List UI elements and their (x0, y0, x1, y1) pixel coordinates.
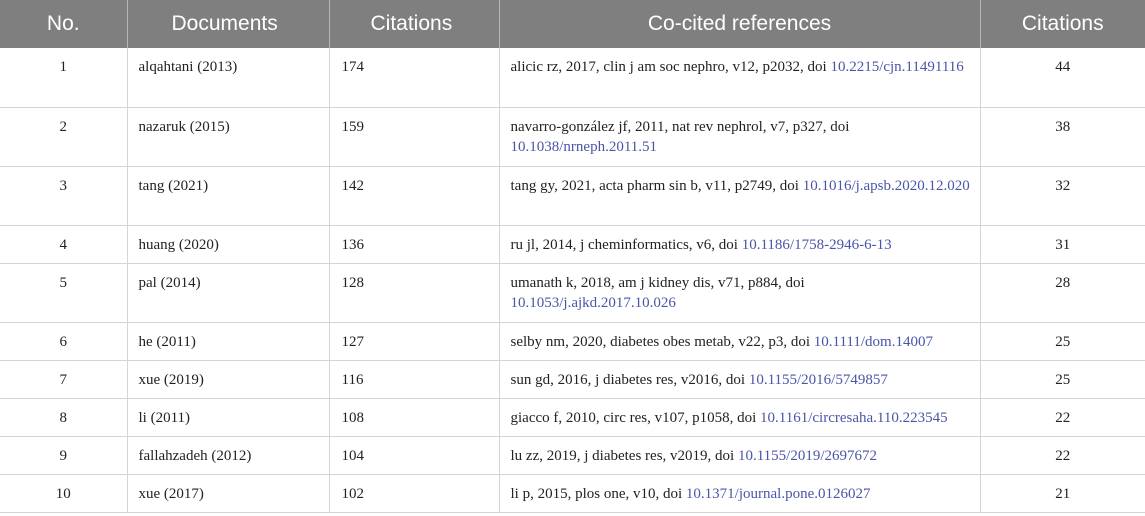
table-row: 9 fallahzadeh (2012) 104 lu zz, 2019, j … (0, 436, 1145, 475)
table-row: 5 pal (2014) 128 umanath k, 2018, am j k… (0, 263, 1145, 323)
doi-link[interactable]: 10.1016/j.apsb.2020.12.020 (802, 177, 970, 194)
row-reference-citations: 25 (979, 360, 1145, 399)
row-reference-citations: 25 (979, 322, 1145, 361)
row-number: 8 (0, 398, 127, 437)
row-document: pal (2014) (126, 263, 329, 323)
doi-link[interactable]: 10.1155/2019/2697672 (737, 447, 877, 464)
row-citations: 159 (328, 107, 499, 167)
row-citations: 104 (328, 436, 499, 475)
reference-text: ru jl, 2014, j cheminformatics, v6, doi (510, 236, 742, 253)
row-citations: 128 (328, 263, 499, 323)
row-co-cited-reference: tang gy, 2021, acta pharm sin b, v11, p2… (498, 166, 980, 226)
row-document: xue (2019) (126, 360, 329, 399)
row-number: 2 (0, 107, 127, 167)
row-citations: 116 (328, 360, 499, 399)
reference-text: navarro-gonzález jf, 2011, nat rev nephr… (510, 118, 850, 135)
row-number: 5 (0, 263, 127, 323)
row-citations: 108 (328, 398, 499, 437)
row-number: 7 (0, 360, 127, 399)
doi-link[interactable]: 10.1038/nrneph.2011.51 (510, 138, 658, 155)
table-row: 10 xue (2017) 102 li p, 2015, plos one, … (0, 474, 1145, 513)
reference-text: tang gy, 2021, acta pharm sin b, v11, p2… (510, 177, 803, 194)
row-co-cited-reference: sun gd, 2016, j diabetes res, v2016, doi… (498, 360, 980, 399)
reference-text: lu zz, 2019, j diabetes res, v2019, doi (510, 447, 738, 464)
table-row: 1 alqahtani (2013) 174 alicic rz, 2017, … (0, 48, 1145, 108)
reference-text: li p, 2015, plos one, v10, doi (510, 485, 686, 502)
row-reference-citations: 28 (979, 263, 1145, 323)
table-header: No. Documents Citations Co-cited referen… (0, 0, 1145, 48)
row-document: tang (2021) (126, 166, 329, 226)
row-document: alqahtani (2013) (126, 48, 329, 108)
row-citations: 127 (328, 322, 499, 361)
row-co-cited-reference: li p, 2015, plos one, v10, doi 10.1371/j… (498, 474, 980, 513)
row-citations: 142 (328, 166, 499, 226)
row-number: 1 (0, 48, 127, 108)
row-reference-citations: 32 (979, 166, 1145, 226)
row-citations: 136 (328, 225, 499, 264)
row-reference-citations: 22 (979, 436, 1145, 475)
header-reference-citations: Citations (979, 0, 1145, 48)
row-number: 3 (0, 166, 127, 226)
header-co-cited-references: Co-cited references (498, 0, 980, 48)
row-co-cited-reference: umanath k, 2018, am j kidney dis, v71, p… (498, 263, 980, 323)
row-number: 9 (0, 436, 127, 475)
row-document: xue (2017) (126, 474, 329, 513)
row-document: li (2011) (126, 398, 329, 437)
reference-text: sun gd, 2016, j diabetes res, v2016, doi (510, 371, 749, 388)
table-body: 1 alqahtani (2013) 174 alicic rz, 2017, … (0, 48, 1145, 513)
row-number: 6 (0, 322, 127, 361)
header-no: No. (0, 0, 127, 48)
doi-link[interactable]: 10.1161/circresaha.110.223545 (760, 409, 948, 426)
row-reference-citations: 31 (979, 225, 1145, 264)
row-number: 4 (0, 225, 127, 264)
row-document: nazaruk (2015) (126, 107, 329, 167)
row-number: 10 (0, 474, 127, 513)
table-row: 4 huang (2020) 136 ru jl, 2014, j chemin… (0, 225, 1145, 264)
doi-link[interactable]: 10.2215/cjn.11491116 (830, 59, 964, 75)
row-citations: 174 (328, 48, 499, 108)
row-document: huang (2020) (126, 225, 329, 264)
header-row: No. Documents Citations Co-cited referen… (0, 0, 1145, 48)
row-co-cited-reference: navarro-gonzález jf, 2011, nat rev nephr… (498, 107, 980, 167)
row-co-cited-reference: selby nm, 2020, diabetes obes metab, v22… (498, 322, 980, 361)
row-co-cited-reference: lu zz, 2019, j diabetes res, v2019, doi … (498, 436, 980, 475)
row-citations: 102 (328, 474, 499, 513)
doi-link[interactable]: 10.1111/dom.14007 (813, 333, 933, 350)
row-reference-citations: 21 (979, 474, 1145, 513)
table-row: 7 xue (2019) 116 sun gd, 2016, j diabete… (0, 360, 1145, 399)
table-row: 6 he (2011) 127 selby nm, 2020, diabetes… (0, 322, 1145, 361)
reference-text: giacco f, 2010, circ res, v107, p1058, d… (510, 409, 761, 426)
table-row: 3 tang (2021) 142 tang gy, 2021, acta ph… (0, 166, 1145, 226)
doi-link[interactable]: 10.1186/1758-2946-6-13 (741, 236, 892, 253)
row-reference-citations: 44 (979, 48, 1145, 108)
doi-link[interactable]: 10.1371/journal.pone.0126027 (685, 485, 871, 502)
row-reference-citations: 38 (979, 107, 1145, 167)
row-co-cited-reference: ru jl, 2014, j cheminformatics, v6, doi … (498, 225, 980, 264)
row-document: fallahzadeh (2012) (126, 436, 329, 475)
reference-text: umanath k, 2018, am j kidney dis, v71, p… (510, 274, 805, 291)
header-citations: Citations (328, 0, 499, 48)
reference-text: selby nm, 2020, diabetes obes metab, v22… (510, 333, 814, 350)
row-co-cited-reference: giacco f, 2010, circ res, v107, p1058, d… (498, 398, 980, 437)
row-co-cited-reference: alicic rz, 2017, clin j am soc nephro, v… (498, 48, 980, 108)
header-documents: Documents (126, 0, 329, 48)
doi-link[interactable]: 10.1155/2016/5749857 (748, 371, 888, 388)
table-row: 8 li (2011) 108 giacco f, 2010, circ res… (0, 398, 1145, 437)
table-row: 2 nazaruk (2015) 159 navarro-gonzález jf… (0, 107, 1145, 167)
row-document: he (2011) (126, 322, 329, 361)
doi-link[interactable]: 10.1053/j.ajkd.2017.10.026 (510, 294, 676, 311)
reference-text: alicic rz, 2017, clin j am soc nephro, v… (510, 59, 831, 75)
row-reference-citations: 22 (979, 398, 1145, 437)
